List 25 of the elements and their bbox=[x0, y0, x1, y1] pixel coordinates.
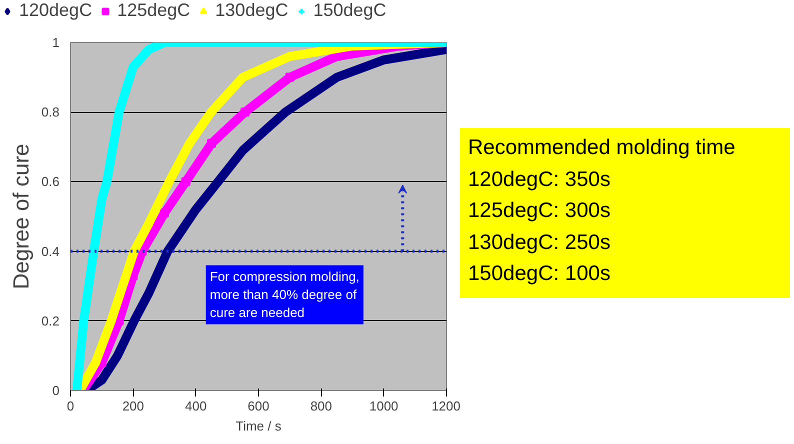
y-tick-label: 0.8 bbox=[41, 104, 60, 120]
x-tick-label: 200 bbox=[122, 398, 144, 414]
x-tick-label: 0 bbox=[66, 398, 74, 414]
y-tick-label: 1 bbox=[52, 35, 60, 50]
text: 120degC: 350s bbox=[468, 166, 612, 192]
legend-label: 125degC bbox=[117, 0, 190, 21]
y-axis-title: Degree of cure bbox=[8, 144, 34, 290]
text: Recommended molding time bbox=[468, 135, 736, 161]
legend-label: 130degC bbox=[215, 0, 288, 21]
text: 125degC: 300s bbox=[468, 198, 612, 224]
x-tick-label: 1000 bbox=[369, 398, 398, 414]
y-tick-label: 0.2 bbox=[41, 313, 60, 328]
x-tick-label: 600 bbox=[248, 398, 270, 414]
x-axis-title: Time / s bbox=[236, 418, 282, 434]
annotation: For compression molding, more than 40% degree of cure are needed bbox=[210, 269, 360, 320]
y-tick-label: 0 bbox=[52, 383, 60, 398]
x-tick-label: 1200 bbox=[432, 398, 460, 414]
legend-label: 120degC bbox=[19, 0, 92, 21]
y-tick-label: 0.4 bbox=[41, 244, 60, 259]
x-tick-label: 800 bbox=[310, 398, 332, 414]
y-tick-label: 0.6 bbox=[41, 174, 60, 190]
text: 150degC: 100s bbox=[468, 261, 612, 287]
x-tick-label: 400 bbox=[184, 398, 207, 414]
text: 130degC: 250s bbox=[468, 230, 612, 256]
legend-label: 150degC bbox=[313, 0, 386, 21]
